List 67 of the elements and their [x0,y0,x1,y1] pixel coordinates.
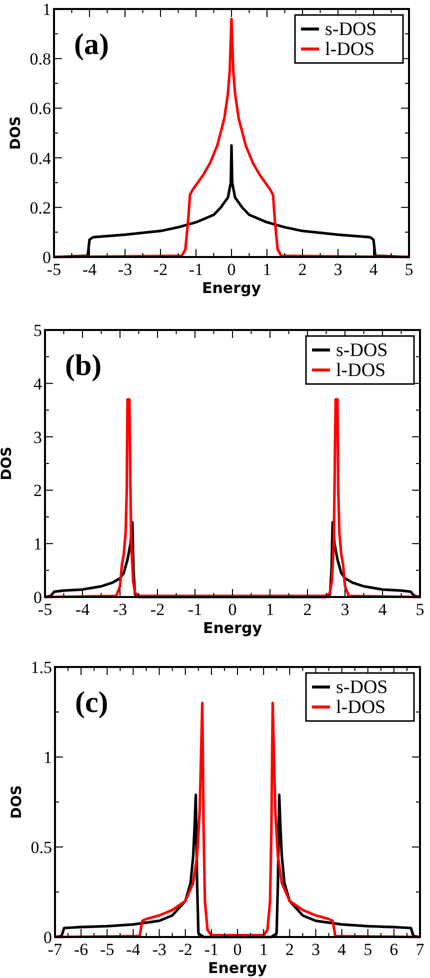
legend-label: l-DOS [325,39,375,60]
x-tick-label: -3 [152,940,166,959]
x-tick-label: 1 [262,260,272,279]
x-axis-title: Energy [202,279,262,297]
x-tick-label: -3 [118,260,132,279]
x-tick-label: 4 [338,940,347,959]
x-tick-label: -1 [204,940,219,959]
x-tick-label: 2 [298,260,307,279]
x-tick-label: 2 [285,940,294,959]
y-tick-label: 0.8 [30,50,51,69]
y-tick-label: 0 [44,928,52,947]
x-tick-label: 1 [259,940,268,959]
y-axis-title: DOS [8,116,24,150]
x-tick-label: 3 [311,940,320,959]
x-tick-label: 6 [390,940,398,959]
x-tick-label: -2 [178,940,192,959]
line-series [52,18,410,258]
text: (c) [75,686,108,719]
y-tick-label: 1 [34,534,42,554]
x-tick-label: -4 [75,600,90,619]
x-tick-label: -3 [112,600,128,619]
text: (b) [65,349,102,382]
x-axis-title: Energy [202,619,262,637]
x-tick-label: 7 [416,940,425,959]
x-tick-label: 2 [303,600,312,619]
x-tick-label: 5 [404,260,414,279]
x-tick-label: -4 [126,940,141,959]
x-tick-label: -4 [82,260,98,279]
y-axis-title: DOS [9,785,25,819]
x-tick-label: -2 [153,260,168,279]
y-axis-title: DOS [0,446,15,480]
y-tick-label: 0.6 [30,99,51,118]
x-tick-label: 4 [369,260,378,279]
line-series [44,398,422,598]
y-tick-label: 0.5 [30,838,52,857]
y-tick-label: 0.2 [30,198,51,218]
y-tick-label: 5 [34,321,42,340]
x-tick-label: 3 [334,260,342,279]
y-tick-label: 4 [34,374,42,394]
y-tick-label: 1.5 [30,658,52,677]
x-tick-label: 0 [228,600,237,619]
x-tick-label: 1 [266,600,274,619]
x-tick-label: -5 [100,940,114,959]
x-tick-label: 3 [340,600,350,619]
y-tick-label: 0 [34,588,42,607]
x-tick-label: 5 [364,940,372,959]
x-tick-label: -1 [188,600,202,619]
x-tick-label: 4 [378,600,388,619]
x-tick-label: 0 [233,940,242,959]
x-tick-label: -2 [150,600,165,619]
x-tick-label: -6 [74,940,88,959]
y-tick-label: 0.4 [30,148,52,168]
y-tick-label: 1 [44,748,52,767]
x-tick-label: 5 [416,600,424,619]
y-tick-label: 2 [34,481,42,500]
y-tick-label: 1 [42,0,51,19]
x-tick-label: 0 [227,260,236,279]
y-tick-label: 0 [42,248,51,267]
legend-label: l-DOS [336,697,386,718]
legend-label: s-DOS [336,677,388,698]
legend-label: s-DOS [325,19,377,40]
x-axis-title: Energy [208,959,268,977]
y-tick-label: 3 [34,428,42,447]
text: (a) [74,28,109,61]
x-tick-label: -1 [188,260,204,279]
legend-label: s-DOS [336,340,388,361]
legend-label: l-DOS [336,360,386,381]
